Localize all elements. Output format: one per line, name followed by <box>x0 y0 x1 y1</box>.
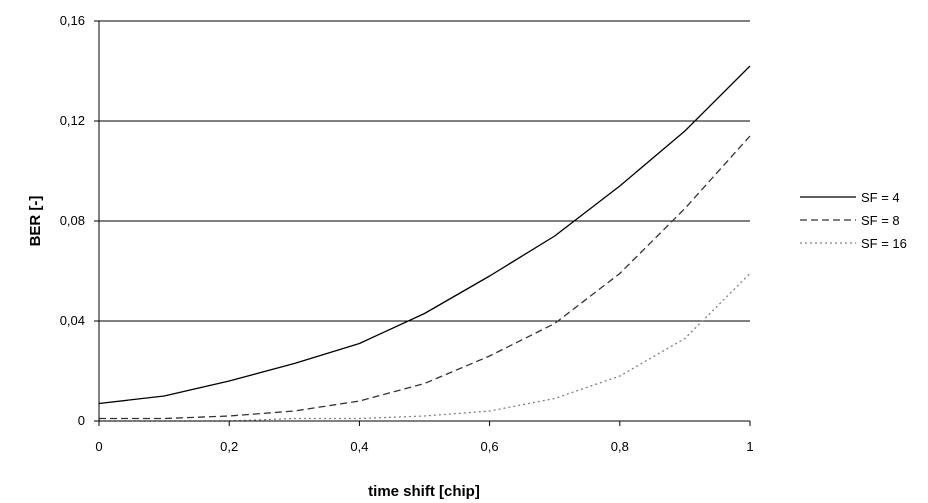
y-tick-labels: 0 0,04 0,08 0,12 0,16 <box>60 13 85 428</box>
legend-label-2: SF = 8 <box>861 213 900 228</box>
y-tick-label: 0 <box>78 413 85 428</box>
legend: SF = 4 SF = 8 SF = 16 <box>800 190 907 251</box>
y-axis-title: BER [-] <box>27 196 44 247</box>
x-tick-label: 0,4 <box>350 439 368 454</box>
y-tick-label: 0,04 <box>60 313 85 328</box>
x-axis-title: time shift [chip] <box>368 483 480 500</box>
x-tick-label: 0,6 <box>481 439 499 454</box>
x-tick-label: 1 <box>746 439 753 454</box>
y-tick-label: 0,08 <box>60 213 85 228</box>
series-line-2 <box>99 135 751 420</box>
y-tick-label: 0,16 <box>60 13 85 28</box>
x-tick-label: 0 <box>95 439 102 454</box>
series-line-3 <box>99 273 751 422</box>
axes <box>94 20 751 426</box>
legend-label-1: SF = 4 <box>861 190 900 205</box>
x-tick-label: 0,2 <box>220 439 238 454</box>
x-tick-label: 0,8 <box>611 439 629 454</box>
gridlines <box>99 20 750 322</box>
series-line-1 <box>98 65 751 405</box>
legend-label-3: SF = 16 <box>861 236 907 251</box>
series-lines <box>98 65 751 422</box>
x-tick-labels: 0 0,2 0,4 0,6 0,8 1 <box>95 439 753 454</box>
y-tick-label: 0,12 <box>60 113 85 128</box>
